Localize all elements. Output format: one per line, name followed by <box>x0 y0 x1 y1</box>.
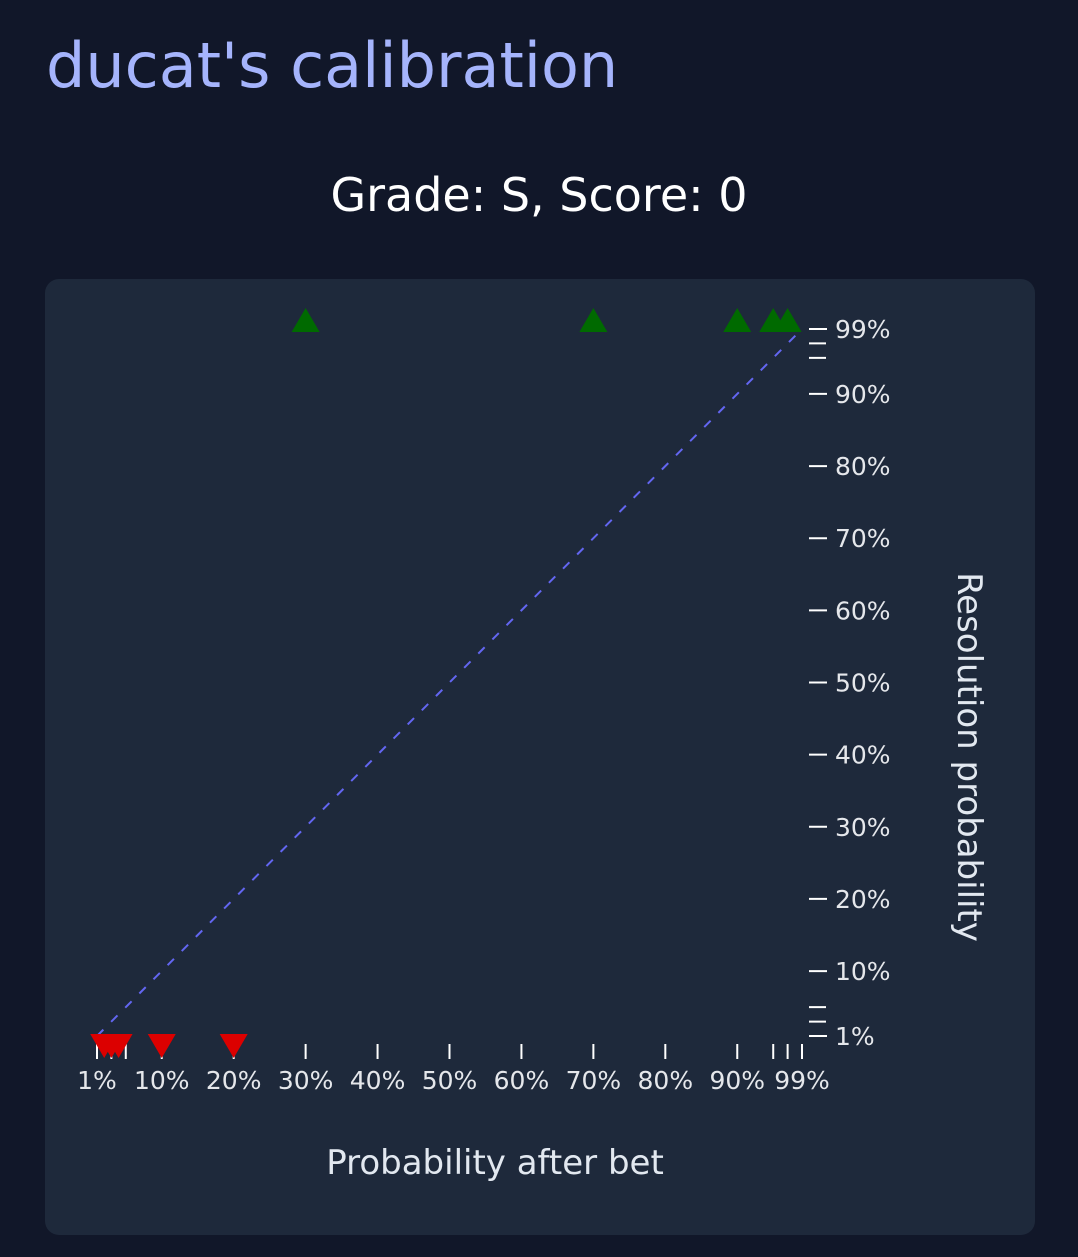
grade-score-label: Grade: S, Score: 0 <box>330 168 748 222</box>
resolved-yes-marker <box>723 308 752 332</box>
x-tick-label: 70% <box>566 1066 622 1095</box>
x-tick-label: 50% <box>422 1066 478 1095</box>
y-tick-label: 20% <box>835 885 891 914</box>
x-tick-label: 20% <box>206 1066 262 1095</box>
y-tick-label: 90% <box>835 380 891 409</box>
calibration-chart-card: 1% 10% 20% 30% 40% 50% 60% 70% 80% 90% 99% 1% 10% 20… <box>45 279 1035 1235</box>
x-tick-label: 40% <box>350 1066 406 1095</box>
x-axis: 1% 10% 20% 30% 40% 50% 60% 70% 80% 90% 99% <box>77 1044 830 1095</box>
marker-layer <box>90 308 802 1058</box>
resolved-yes-marker <box>579 308 608 332</box>
resolved-yes-marker <box>773 308 802 332</box>
y-axis-title: Resolution probability <box>949 572 989 942</box>
diagonal-layer <box>96 328 803 1037</box>
y-axis: 1% 10% 20% 30% 40% 50% 60% 70% 80% 90% 99% <box>809 315 891 1051</box>
diagonal-reference-line <box>96 328 803 1037</box>
page-title: ducat's calibration <box>46 29 619 102</box>
resolved-yes-marker <box>291 308 320 332</box>
x-tick-label: 10% <box>134 1066 190 1095</box>
resolved-no-marker <box>104 1034 133 1058</box>
y-tick-label: 60% <box>835 596 891 625</box>
y-tick-label: 50% <box>835 669 891 698</box>
y-tick-label: 30% <box>835 813 891 842</box>
y-tick-label: 70% <box>835 524 891 553</box>
x-axis-title: Probability after bet <box>326 1143 664 1183</box>
y-tick-label: 1% <box>835 1022 875 1051</box>
x-tick-label: 90% <box>709 1066 765 1095</box>
y-tick-label: 10% <box>835 957 891 986</box>
y-tick-label: 40% <box>835 741 891 770</box>
resolved-no-marker <box>147 1034 176 1058</box>
x-tick-label: 60% <box>494 1066 550 1095</box>
x-tick-label: 80% <box>638 1066 694 1095</box>
calibration-chart: 1% 10% 20% 30% 40% 50% 60% 70% 80% 90% 99% 1% 10% 20… <box>77 308 989 1183</box>
y-tick-label: 99% <box>835 315 891 344</box>
x-tick-label: 99% <box>774 1066 830 1095</box>
resolved-no-marker <box>219 1034 248 1058</box>
x-tick-label: 30% <box>278 1066 334 1095</box>
y-tick-label: 80% <box>835 452 891 481</box>
x-tick-label: 1% <box>77 1066 117 1095</box>
